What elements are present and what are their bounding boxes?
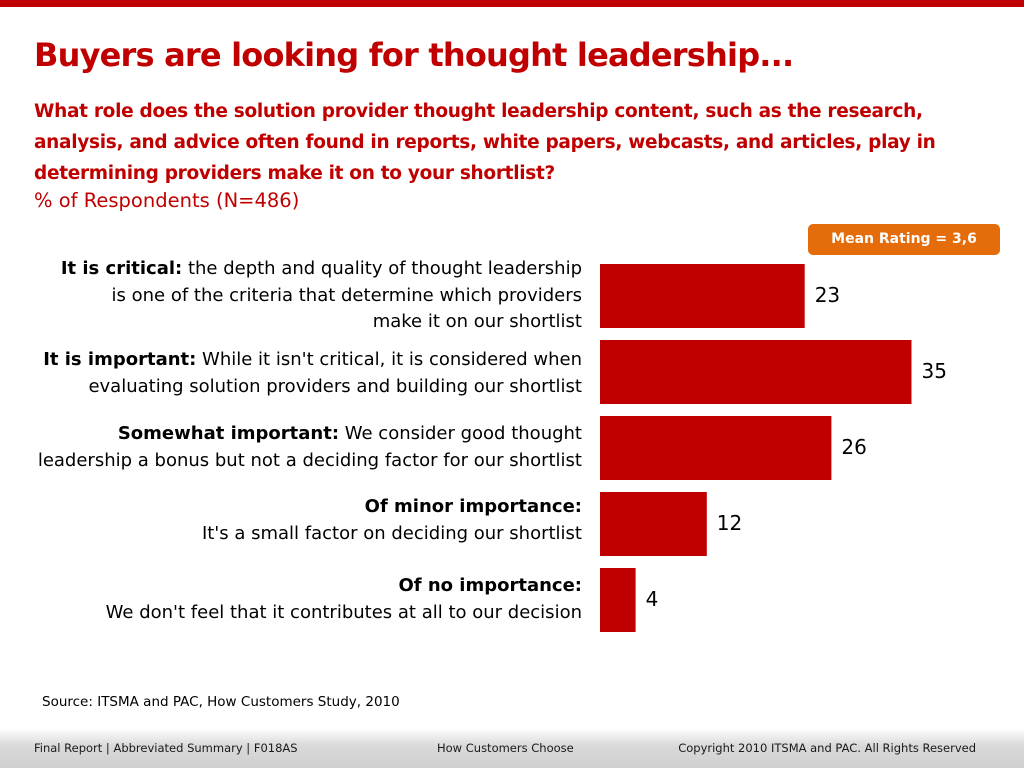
- data-label-somewhat-important: 26: [841, 435, 866, 459]
- mean-rating-badge: Mean Rating = 3,6: [808, 224, 1000, 255]
- footer-report-label: Final Report | Abbreviated Summary | F01…: [34, 741, 298, 755]
- row-label-critical: It is critical: the depth and quality of…: [12, 256, 582, 336]
- row-label-no-importance: Of no importance: We don't feel that it …: [12, 573, 582, 626]
- bar-of-minor-importance: [600, 492, 707, 556]
- row-label-line: make it on our shortlist: [372, 311, 582, 332]
- footer-bar: Final Report | Abbreviated Summary | F01…: [0, 728, 1024, 768]
- row-label-important: It is important: While it isn't critical…: [12, 347, 582, 400]
- row-label-line: It's a small factor on deciding our shor…: [201, 522, 582, 544]
- row-label-line: We don't feel that it contributes at all…: [105, 601, 582, 623]
- row-label-bold: It is important:: [43, 349, 197, 370]
- data-label-of-no-importance: 4: [646, 587, 659, 611]
- top-accent-bar: [0, 0, 1024, 7]
- page-title: Buyers are looking for thought leadershi…: [34, 36, 794, 74]
- row-label-bold: Of no importance:: [398, 575, 582, 596]
- row-label-bold: Of minor importance:: [364, 496, 582, 517]
- bar-of-no-importance: [600, 568, 636, 632]
- data-label-it-is-important: 35: [922, 359, 947, 383]
- row-label-text: While it isn't critical, it is considere…: [196, 349, 582, 370]
- data-label-of-minor-importance: 12: [717, 511, 742, 535]
- row-label-line: is one of the criteria that determine wh…: [111, 284, 583, 306]
- row-label-bold: It is critical:: [60, 258, 183, 279]
- bar-somewhat-important: [600, 416, 832, 480]
- row-label-line: leadership a bonus but not a deciding fa…: [37, 449, 582, 471]
- row-label-line: evaluating solution providers and buildi…: [88, 375, 582, 397]
- survey-question: What role does the solution provider tho…: [34, 101, 936, 184]
- footer-copyright: Copyright 2010 ITSMA and PAC. All Rights…: [678, 741, 976, 755]
- bar-it-is-critical: [600, 264, 805, 328]
- respondents-subtitle: % of Respondents (N=486): [34, 189, 300, 212]
- row-label-somewhat-important: Somewhat important: We consider good tho…: [12, 421, 582, 474]
- footer-study-title: How Customers Choose: [437, 741, 574, 755]
- row-label-minor-importance: Of minor importance: It's a small factor…: [12, 494, 582, 547]
- row-label-bold: Somewhat important:: [117, 423, 340, 444]
- data-label-it-is-critical: 23: [815, 283, 840, 307]
- bar-it-is-important: [600, 340, 912, 404]
- source-note: Source: ITSMA and PAC, How Customers Stu…: [42, 694, 400, 710]
- row-label-text: We consider good thought: [339, 423, 582, 444]
- row-label-text: the depth and quality of thought leaders…: [182, 258, 582, 279]
